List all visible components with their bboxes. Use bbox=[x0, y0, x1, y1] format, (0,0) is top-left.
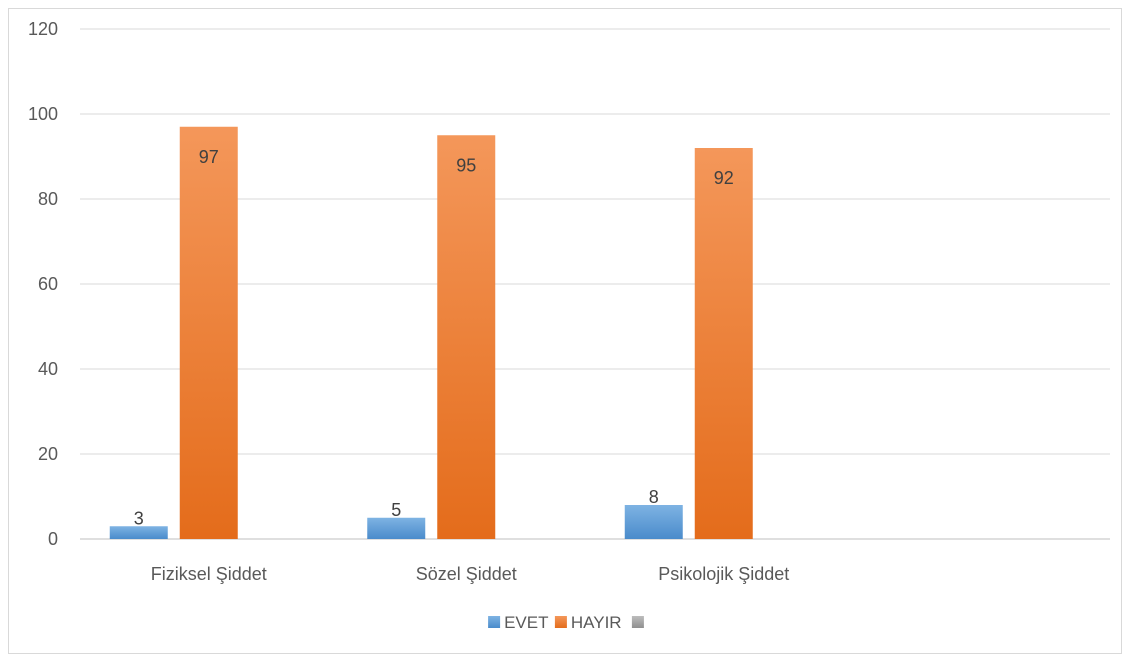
legend-swatch bbox=[631, 616, 644, 628]
data-label: 95 bbox=[456, 155, 476, 175]
data-label: 97 bbox=[199, 147, 219, 167]
bar-hayir-1 bbox=[437, 135, 496, 539]
legend-swatch bbox=[554, 616, 567, 628]
y-tick-label: 80 bbox=[38, 189, 58, 209]
data-label: 3 bbox=[134, 508, 144, 528]
bar-evet-2 bbox=[624, 505, 683, 539]
x-axis-categories: Fiziksel Şiddet Sözel Şiddet Psikolojik Şi… bbox=[151, 564, 790, 584]
y-axis-ticks: 0 20 40 60 80 100 120 bbox=[28, 19, 58, 549]
category-label: Sözel Şiddet bbox=[416, 564, 517, 584]
gridlines bbox=[80, 28, 1110, 540]
y-tick-label: 40 bbox=[38, 359, 58, 379]
data-label: 5 bbox=[391, 500, 401, 520]
y-tick-label: 20 bbox=[38, 444, 58, 464]
y-tick-label: 0 bbox=[48, 529, 58, 549]
legend-label: HAYIR bbox=[571, 613, 622, 632]
bar-evet-0 bbox=[109, 526, 168, 539]
data-label: 8 bbox=[649, 487, 659, 507]
y-tick-label: 120 bbox=[28, 19, 58, 39]
bar-evet-1 bbox=[367, 517, 426, 539]
bars bbox=[109, 126, 753, 539]
legend-swatch bbox=[488, 616, 501, 628]
data-labels: 3 97 5 95 8 92 bbox=[134, 147, 734, 529]
data-label: 92 bbox=[714, 168, 734, 188]
bar-hayir-2 bbox=[694, 148, 753, 539]
y-tick-label: 100 bbox=[28, 104, 58, 124]
legend-label: EVET bbox=[504, 613, 548, 632]
category-label: Fiziksel Şiddet bbox=[151, 564, 267, 584]
y-tick-label: 60 bbox=[38, 274, 58, 294]
bar-hayir-0 bbox=[179, 126, 238, 539]
legend: EVET HAYIR bbox=[488, 613, 644, 632]
category-label: Psikolojik Şiddet bbox=[658, 564, 789, 584]
